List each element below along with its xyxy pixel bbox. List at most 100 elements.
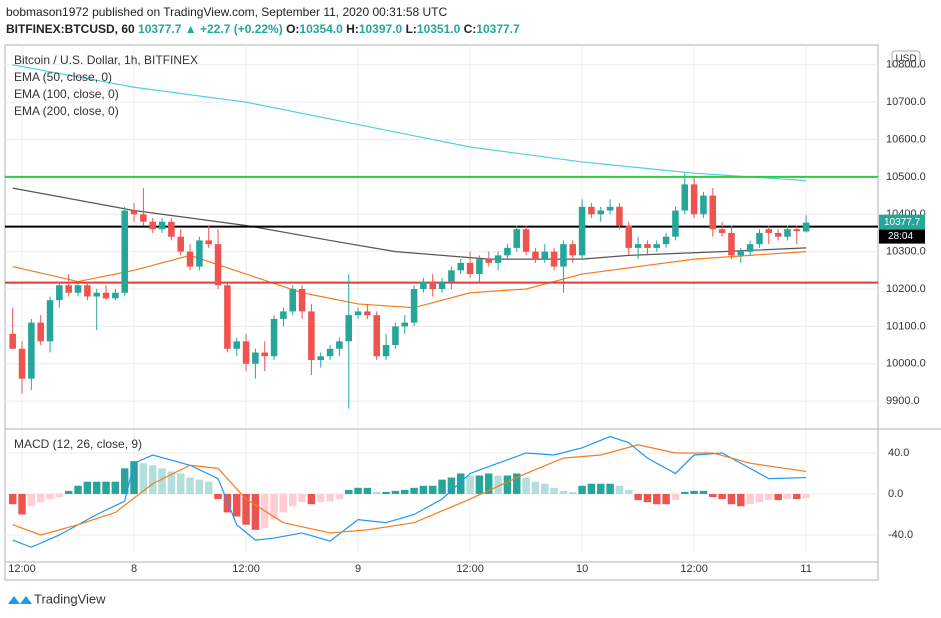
candle-body (186, 251, 194, 267)
candle-body (616, 206, 623, 226)
candle-body (578, 206, 586, 256)
macd-bar (783, 493, 792, 500)
candle-body (541, 251, 549, 260)
h: 10397.0 (358, 22, 403, 36)
c: 10377.7 (476, 22, 520, 36)
macd-bar (597, 483, 605, 494)
macd-title: MACD (12, 26, close, 9) (14, 437, 142, 451)
candle-body (102, 292, 110, 299)
macd-bar (139, 463, 148, 494)
macd-bar (326, 493, 334, 502)
candle-body (774, 232, 782, 237)
candle-body (28, 322, 35, 379)
candle-body (588, 206, 595, 215)
macd-bar (354, 487, 362, 494)
y-tick-label: 10200.0 (886, 283, 926, 295)
candle-body (354, 311, 362, 316)
macd-bar (653, 493, 661, 505)
candle-body (513, 229, 521, 248)
author-line: bobmason1972 published on TradingView.co… (6, 5, 448, 19)
candle-body (522, 229, 530, 252)
candle-body (224, 285, 231, 349)
macd-bar (550, 487, 558, 494)
candle-body (485, 259, 493, 263)
macd-bar (232, 493, 241, 517)
candle-body (18, 348, 26, 379)
macd-bar (251, 493, 260, 530)
candle-body (214, 244, 222, 286)
y-tick-label: 10300.0 (886, 246, 926, 258)
macd-bar (167, 471, 176, 494)
macd-bar (606, 483, 614, 494)
candle-body (121, 210, 128, 293)
arrow: ▲ (184, 22, 197, 36)
macd-bar (569, 491, 577, 494)
candle-body (261, 352, 268, 357)
macd-bar (634, 493, 642, 501)
candle-body (672, 210, 679, 237)
candle-body (242, 341, 250, 364)
candle-body (765, 229, 773, 233)
candle-body (196, 240, 203, 267)
candle-body (74, 285, 82, 293)
candle-body (252, 352, 259, 364)
macd-bar (111, 481, 120, 494)
change: +22.7 (+0.22%) (200, 22, 283, 36)
candle-body (140, 214, 147, 222)
macd-bar (27, 493, 36, 507)
macd-bar (587, 483, 596, 494)
o-label: O: (286, 22, 300, 36)
y-tick-label: 10800.0 (886, 59, 926, 71)
candle-body (644, 244, 651, 248)
candle-body (149, 221, 156, 230)
macd-bar (83, 481, 92, 494)
symbol-line: BITFINEX:BTCUSD, 60 10377.7 ▲ +22.7 (+0.… (6, 21, 520, 38)
symbol: BITFINEX:BTCUSD, 60 (6, 22, 135, 36)
candle-body (56, 285, 63, 301)
macd-bar (55, 493, 64, 498)
macd-bar (438, 479, 446, 494)
macd-bar (8, 493, 17, 505)
header: bobmason1972 published on TradingView.co… (6, 4, 520, 38)
candle-body (653, 244, 661, 248)
candle-body (233, 341, 240, 349)
ema-line (12, 64, 807, 182)
last: 10377.7 (138, 22, 182, 36)
currency-box (891, 50, 921, 68)
macd-bar (662, 493, 670, 505)
candle-body (84, 285, 91, 297)
y-tick-label: 9900.0 (886, 395, 920, 407)
y-tick-label: 10700.0 (886, 96, 926, 108)
macd-bar (148, 465, 157, 494)
candle-body (392, 326, 399, 346)
macd-bar (195, 479, 204, 494)
macd-bar (522, 477, 530, 494)
macd-tick-label: 40.0 (888, 447, 909, 459)
macd-bar (531, 481, 540, 494)
macd-bar (345, 489, 353, 494)
macd-bar (176, 473, 185, 494)
macd-bar (690, 490, 698, 494)
x-tick-label: 12:00 (232, 563, 260, 575)
candle-body (177, 236, 184, 252)
countdown-box (879, 229, 925, 244)
macd-bar (503, 475, 512, 494)
macd-bar (727, 493, 736, 505)
y-tick-label: 10500.0 (886, 171, 926, 183)
candle-body (270, 318, 278, 357)
brand: TradingView (34, 591, 106, 606)
candle-body (280, 311, 287, 319)
macd-bar (737, 493, 745, 507)
macd-bar (559, 490, 568, 494)
macd-bar (391, 490, 400, 494)
candle-body (317, 356, 324, 360)
currency: USD (895, 54, 916, 65)
c-label: C: (463, 22, 477, 36)
candle-body (93, 292, 100, 297)
candle-body (728, 232, 735, 256)
macd-bar (485, 473, 493, 494)
candle-body (681, 184, 689, 211)
price-label: 10377.7 (884, 217, 921, 228)
macd-bar (802, 493, 810, 499)
candle-body (46, 300, 54, 342)
